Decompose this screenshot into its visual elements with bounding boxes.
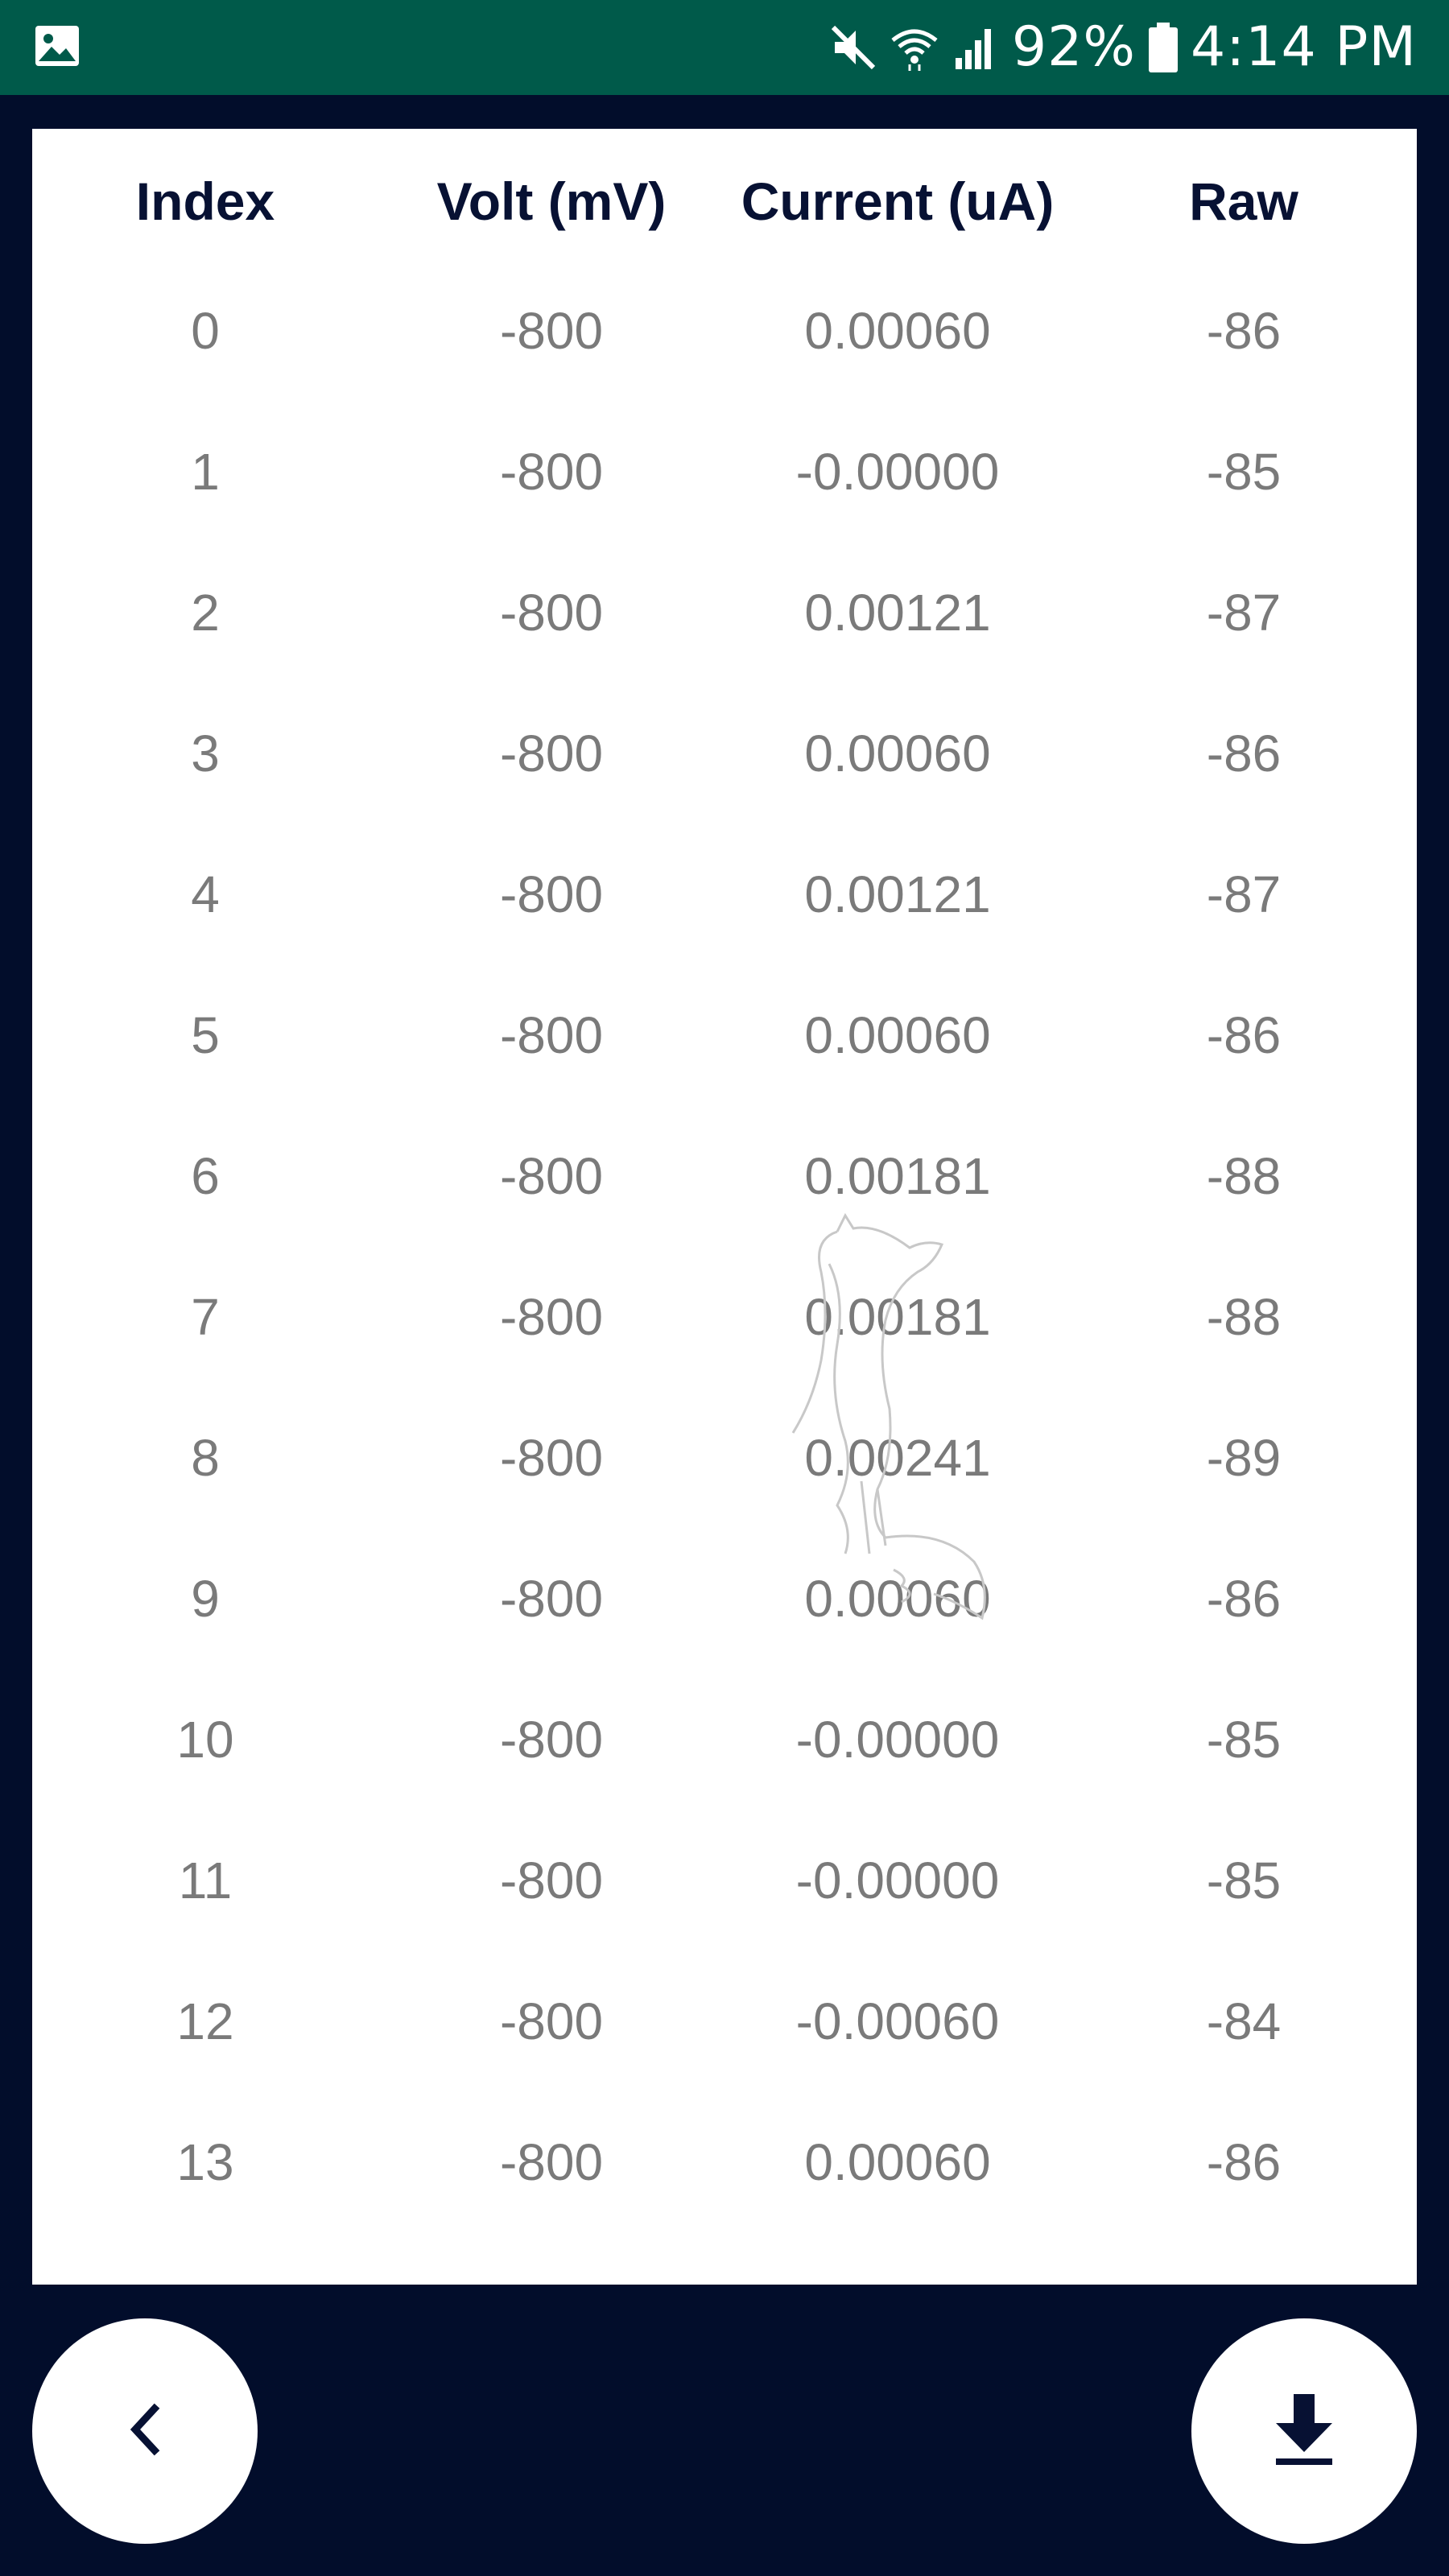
table-row: 2 -800 0.00121 -87 xyxy=(32,542,1417,683)
cell-volt: -800 xyxy=(499,1428,604,1487)
cell-index: 9 xyxy=(191,1569,220,1628)
status-icons: 92% 4:14 PM xyxy=(828,0,1417,95)
table-row: 6 -800 0.00181 -88 xyxy=(32,1105,1417,1246)
header-index: Index xyxy=(135,171,275,231)
cell-volt: -800 xyxy=(499,1569,604,1628)
table-row: 12 -800 -0.00060 -84 xyxy=(32,1951,1417,2091)
cell-index: 7 xyxy=(191,1287,220,1346)
cell-raw: -85 xyxy=(1206,1851,1282,1909)
cell-raw: -84 xyxy=(1206,1992,1282,2050)
cell-index: 0 xyxy=(191,301,220,360)
cell-volt: -800 xyxy=(499,1710,604,1769)
cell-raw: -88 xyxy=(1206,1146,1282,1205)
cell-volt: -800 xyxy=(499,442,604,501)
cell-volt: -800 xyxy=(499,865,604,923)
data-table: Index Volt (mV) Current (uA) Raw 0 -800 … xyxy=(32,129,1417,2285)
cell-current: 0.00060 xyxy=(804,2132,991,2191)
table-row: 9 -800 0.00060 -86 xyxy=(32,1528,1417,1669)
cell-index: 2 xyxy=(191,583,220,642)
cell-index: 8 xyxy=(191,1428,220,1487)
cell-raw: -86 xyxy=(1206,301,1282,360)
cell-volt: -800 xyxy=(499,1992,604,2050)
mute-icon xyxy=(828,23,878,72)
table-row: 10 -800 -0.00000 -85 xyxy=(32,1669,1417,1810)
table-row: 7 -800 0.00181 -88 xyxy=(32,1246,1417,1387)
cell-current: 0.00121 xyxy=(804,865,991,923)
cell-index: 6 xyxy=(191,1146,220,1205)
gallery-icon xyxy=(32,21,82,71)
cell-current: -0.00000 xyxy=(795,442,1000,501)
cell-raw: -87 xyxy=(1206,865,1282,923)
cell-current: 0.00060 xyxy=(804,1005,991,1064)
status-time: 4:14 PM xyxy=(1191,15,1417,79)
cell-raw: -86 xyxy=(1206,1005,1282,1064)
wifi-icon xyxy=(890,23,939,72)
cell-current: 0.00181 xyxy=(804,1146,991,1205)
battery-percent: 92% xyxy=(1011,15,1136,79)
cell-index: 12 xyxy=(176,1992,234,2050)
cell-raw: -86 xyxy=(1206,2132,1282,2191)
table-header: Index Volt (mV) Current (uA) Raw xyxy=(32,129,1417,274)
cell-current: 0.00060 xyxy=(804,301,991,360)
cell-raw: -85 xyxy=(1206,1710,1282,1769)
cell-volt: -800 xyxy=(499,1005,604,1064)
header-volt: Volt (mV) xyxy=(436,171,667,231)
cell-index: 3 xyxy=(191,724,220,782)
cell-volt: -800 xyxy=(499,1287,604,1346)
cell-current: -0.00000 xyxy=(795,1710,1000,1769)
download-icon xyxy=(1268,2389,1340,2473)
table-row: 13 -800 0.00060 -86 xyxy=(32,2091,1417,2232)
table-row: 5 -800 0.00060 -86 xyxy=(32,964,1417,1105)
download-button[interactable] xyxy=(1191,2318,1417,2544)
signal-icon xyxy=(951,23,1001,72)
cell-raw: -86 xyxy=(1206,1569,1282,1628)
header-current: Current (uA) xyxy=(741,171,1055,231)
cell-volt: -800 xyxy=(499,724,604,782)
cell-index: 1 xyxy=(191,442,220,501)
cell-index: 5 xyxy=(191,1005,220,1064)
cell-current: 0.00060 xyxy=(804,1569,991,1628)
cell-volt: -800 xyxy=(499,2132,604,2191)
cell-current: -0.00060 xyxy=(795,1992,1000,2050)
table-row: 3 -800 0.00060 -86 xyxy=(32,683,1417,824)
cell-volt: -800 xyxy=(499,1146,604,1205)
table-row: 0 -800 0.00060 -86 xyxy=(32,260,1417,401)
table-row: 8 -800 0.00241 -89 xyxy=(32,1387,1417,1528)
cell-volt: -800 xyxy=(499,583,604,642)
back-button[interactable] xyxy=(32,2318,258,2544)
cell-raw: -85 xyxy=(1206,442,1282,501)
status-bar: 92% 4:14 PM xyxy=(0,0,1449,95)
cell-volt: -800 xyxy=(499,301,604,360)
cell-index: 11 xyxy=(178,1851,233,1909)
cell-index: 10 xyxy=(176,1710,234,1769)
cell-index: 13 xyxy=(176,2132,234,2191)
cell-index: 4 xyxy=(191,865,220,923)
cell-raw: -86 xyxy=(1206,724,1282,782)
table-row: 1 -800 -0.00000 -85 xyxy=(32,401,1417,542)
cell-current: 0.00241 xyxy=(804,1428,991,1487)
cell-raw: -87 xyxy=(1206,583,1282,642)
table-row: 4 -800 0.00121 -87 xyxy=(32,824,1417,964)
header-raw: Raw xyxy=(1189,171,1298,231)
table-row: 11 -800 -0.00000 -85 xyxy=(32,1810,1417,1951)
cell-current: 0.00121 xyxy=(804,583,991,642)
battery-icon xyxy=(1147,21,1179,74)
cell-current: 0.00060 xyxy=(804,724,991,782)
cell-volt: -800 xyxy=(499,1851,604,1909)
chevron-left-icon xyxy=(121,2397,169,2465)
cell-current: -0.00000 xyxy=(795,1851,1000,1909)
cell-raw: -89 xyxy=(1206,1428,1282,1487)
cell-current: 0.00181 xyxy=(804,1287,991,1346)
cell-raw: -88 xyxy=(1206,1287,1282,1346)
table-body[interactable]: 0 -800 0.00060 -86 1 -800 -0.00000 -85 2… xyxy=(32,302,1417,2302)
